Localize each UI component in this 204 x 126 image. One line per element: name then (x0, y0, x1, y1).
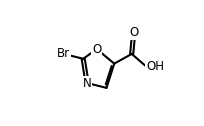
Text: OH: OH (146, 60, 164, 73)
Text: O: O (92, 43, 101, 56)
Text: Br: Br (57, 47, 70, 60)
Text: O: O (129, 26, 138, 39)
Text: N: N (83, 76, 91, 90)
